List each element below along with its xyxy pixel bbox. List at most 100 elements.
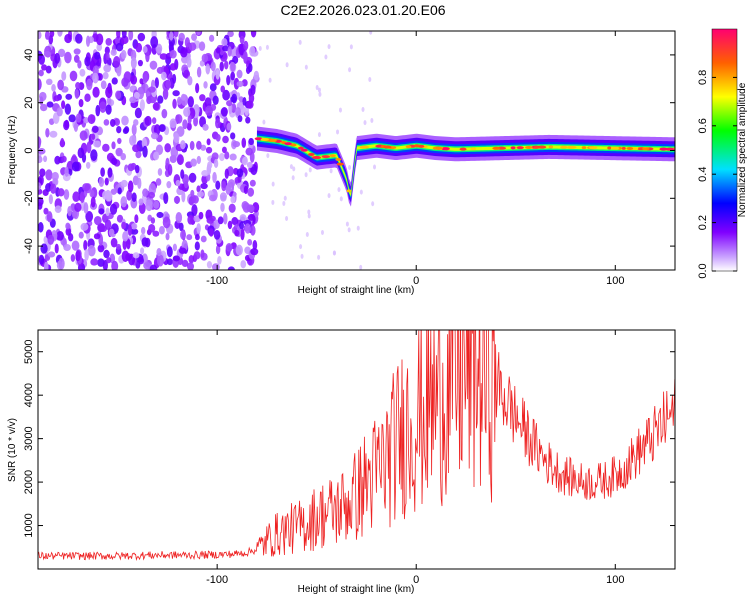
noise-speckle — [180, 230, 186, 240]
noise-speckle — [44, 31, 50, 40]
noise-speckle — [115, 90, 122, 100]
noise-speckle — [246, 161, 253, 169]
colorbar-tick-label: 0.8 — [697, 70, 709, 85]
noise-speckle — [230, 71, 236, 81]
noise-speckle — [227, 220, 233, 230]
noise-speckle — [129, 96, 137, 104]
noise-speckle — [150, 36, 159, 49]
faint-speckle — [300, 253, 304, 259]
noise-speckle — [239, 35, 245, 44]
noise-speckle — [93, 215, 102, 226]
carrier-hotspot — [533, 145, 541, 149]
noise-speckle — [65, 222, 71, 230]
noise-speckle — [61, 155, 67, 163]
faint-speckle — [292, 166, 296, 172]
faint-speckle — [359, 189, 363, 195]
faint-speckle — [262, 119, 266, 125]
noise-speckle — [95, 104, 101, 117]
noise-speckle — [244, 106, 250, 116]
noise-speckle — [134, 107, 142, 119]
noise-speckle — [166, 181, 172, 189]
noise-speckle — [222, 135, 229, 144]
snr-x-tick-label: 0 — [413, 574, 419, 586]
noise-speckle — [220, 202, 225, 212]
noise-speckle — [219, 152, 225, 162]
noise-speckle — [206, 260, 213, 269]
noise-speckle — [43, 51, 52, 58]
noise-speckle — [187, 114, 192, 124]
noise-speckle — [146, 96, 152, 105]
faint-speckle — [324, 54, 328, 60]
noise-speckle — [112, 56, 121, 68]
noise-speckle — [142, 45, 148, 54]
faint-speckle — [271, 181, 275, 187]
noise-speckle — [92, 86, 100, 98]
noise-speckle — [227, 179, 236, 188]
noise-speckle — [104, 46, 110, 55]
colorbar-tick-label: 0.0 — [697, 263, 709, 278]
faint-speckle — [289, 164, 293, 170]
noise-speckle — [231, 217, 239, 226]
noise-speckle — [140, 247, 145, 255]
faint-speckle — [308, 167, 312, 173]
snr-frame — [37, 329, 676, 570]
carrier-hotspot — [307, 152, 315, 156]
noise-speckle — [205, 146, 213, 154]
carrier-band — [256, 126, 675, 207]
noise-speckle — [221, 38, 228, 47]
noise-speckle — [220, 107, 228, 117]
spectrogram-y-tick-label: 40 — [23, 49, 35, 61]
faint-speckle — [258, 45, 262, 51]
noise-speckle — [155, 178, 162, 186]
noise-speckle — [145, 50, 150, 63]
noise-speckle — [239, 221, 244, 230]
noise-speckle — [252, 240, 258, 251]
faint-speckle — [336, 129, 340, 135]
noise-speckle — [222, 89, 230, 101]
noise-speckle — [241, 156, 248, 166]
noise-speckle — [203, 81, 208, 89]
noise-speckle — [82, 183, 91, 192]
noise-speckle — [233, 77, 240, 90]
noise-speckle — [224, 151, 230, 160]
noise-speckle — [105, 86, 113, 99]
noise-speckle — [196, 185, 201, 193]
carrier-hotspot — [311, 155, 321, 159]
noise-speckle — [235, 244, 243, 256]
noise-speckle — [244, 223, 251, 234]
noise-speckle — [109, 203, 118, 215]
noise-speckle — [188, 42, 197, 51]
faint-speckle — [285, 215, 289, 221]
noise-speckle — [131, 192, 137, 203]
noise-speckle — [90, 149, 98, 162]
noise-speckle — [227, 46, 232, 57]
noise-speckle — [169, 31, 174, 41]
noise-speckle — [121, 115, 129, 126]
noise-speckle — [120, 35, 129, 45]
noise-speckle — [64, 33, 72, 44]
noise-speckle — [206, 138, 211, 146]
carrier-hotspot — [336, 162, 344, 166]
noise-speckle — [103, 119, 110, 126]
noise-speckle — [93, 233, 101, 240]
noise-speckle — [135, 42, 143, 53]
noise-speckle — [75, 113, 82, 123]
carrier-hotspot — [642, 147, 648, 151]
noise-speckle — [86, 78, 93, 91]
noise-speckle — [100, 167, 105, 177]
noise-speckle — [173, 196, 181, 204]
noise-speckle — [165, 232, 170, 241]
faint-speckle — [363, 120, 367, 126]
noise-speckle — [250, 225, 256, 236]
noise-speckle — [110, 188, 117, 195]
noise-speckle — [180, 140, 186, 150]
noise-speckle — [80, 222, 89, 231]
noise-speckle — [141, 237, 149, 247]
noise-speckle — [181, 259, 189, 268]
snr-y-tick-label: 2000 — [23, 470, 35, 494]
carrier-hotspot — [567, 145, 577, 149]
noise-speckle — [56, 230, 64, 241]
noise-speckle — [117, 187, 122, 195]
noise-speckle — [245, 147, 253, 156]
faint-speckle — [320, 229, 324, 235]
